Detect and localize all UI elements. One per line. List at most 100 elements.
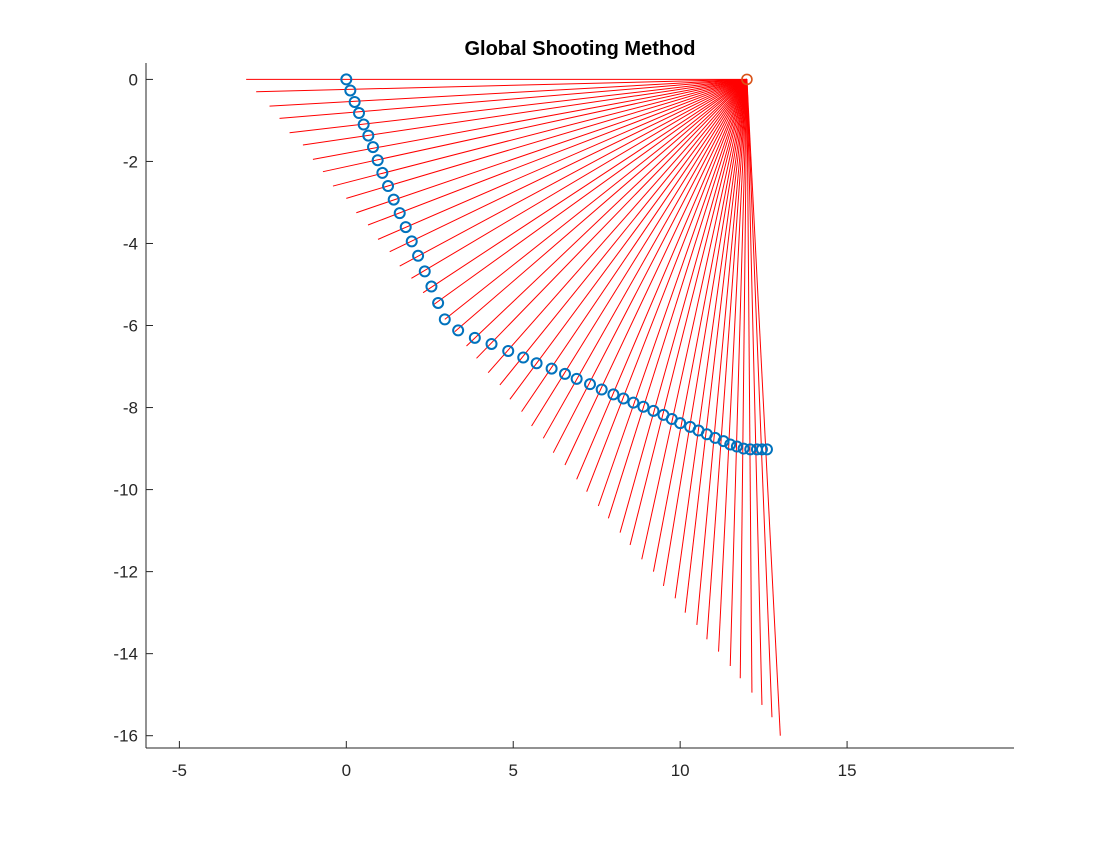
data-point xyxy=(647,404,660,417)
data-point xyxy=(502,344,515,357)
shooting-ray xyxy=(346,78,748,199)
axes-layer: -5 0 5 10 15 0 -2 -4 -6 -8 -10 -12 -14 -16 xyxy=(113,63,1014,780)
data-point xyxy=(744,443,757,456)
data-point xyxy=(717,435,730,448)
data-point xyxy=(393,207,406,220)
points-layer xyxy=(340,73,773,456)
data-point xyxy=(399,221,412,234)
shooting-ray xyxy=(684,79,748,613)
data-point xyxy=(432,296,445,309)
y-tick-label: -6 xyxy=(123,317,138,336)
shooting-ray xyxy=(641,79,748,560)
shooting-ray xyxy=(389,78,748,253)
data-point xyxy=(584,378,597,391)
x-tick-label: 0 xyxy=(342,761,351,780)
y-tick-label: -4 xyxy=(123,234,138,253)
data-point xyxy=(724,438,737,451)
shooting-ray xyxy=(531,79,748,427)
data-point xyxy=(517,351,530,364)
target-point xyxy=(741,73,753,86)
y-tick-label: -10 xyxy=(113,481,138,500)
x-tick-label: -5 xyxy=(172,761,187,780)
shooting-ray xyxy=(586,79,748,492)
shooting-ray xyxy=(729,79,748,666)
data-point xyxy=(357,118,370,131)
y-tick-label: -12 xyxy=(113,563,138,582)
shooting-ray xyxy=(746,79,781,736)
shooting-ray xyxy=(256,78,747,93)
shooting-ray xyxy=(367,78,748,226)
shooting-ray xyxy=(312,78,748,160)
shooting-ray xyxy=(597,79,748,507)
shooting-ray xyxy=(619,79,748,533)
data-point xyxy=(352,107,365,120)
data-point xyxy=(412,249,425,262)
shooting-ray xyxy=(499,79,748,386)
shooting-ray xyxy=(289,78,747,134)
shooting-ray xyxy=(629,79,748,546)
data-point xyxy=(367,141,380,154)
x-tick-label: 5 xyxy=(508,761,517,780)
data-point xyxy=(558,367,571,380)
shooting-ray xyxy=(332,78,748,187)
shooting-ray xyxy=(739,79,748,679)
data-point xyxy=(530,357,543,370)
shooting-ray xyxy=(607,79,748,519)
shooting-ray xyxy=(746,79,763,705)
data-point xyxy=(674,417,687,430)
shooting-ray xyxy=(706,79,748,640)
y-tick-label: -14 xyxy=(113,645,138,664)
data-point xyxy=(570,372,583,385)
rays-layer xyxy=(246,78,781,736)
data-point xyxy=(607,388,620,401)
shooting-ray xyxy=(696,79,748,625)
shooting-ray xyxy=(662,79,748,587)
shooting-ray xyxy=(377,78,748,240)
shooting-ray xyxy=(399,78,748,267)
shooting-ray xyxy=(746,79,753,693)
y-tick-label: -16 xyxy=(113,727,138,746)
data-point xyxy=(405,235,418,248)
data-point xyxy=(627,396,640,409)
shooting-ray xyxy=(432,79,748,306)
data-point xyxy=(617,392,630,405)
data-point xyxy=(344,84,357,97)
data-point xyxy=(418,265,431,278)
shooting-ray xyxy=(718,79,748,652)
shooting-ray xyxy=(422,78,748,294)
shooting-ray xyxy=(542,79,748,439)
shooting-ray xyxy=(674,79,748,599)
data-point xyxy=(485,337,498,350)
shooting-ray xyxy=(454,79,748,333)
shooting-ray xyxy=(302,78,747,146)
shooting-ray xyxy=(552,79,748,453)
data-point xyxy=(760,443,773,456)
y-tick-label: -8 xyxy=(123,399,138,418)
data-point xyxy=(382,180,395,193)
shooting-ray xyxy=(576,79,748,480)
shooting-ray xyxy=(521,79,748,412)
data-point xyxy=(348,95,361,108)
y-tick-label: -2 xyxy=(123,152,138,171)
data-point xyxy=(637,400,650,413)
x-tick-label: 15 xyxy=(838,761,857,780)
shooting-ray xyxy=(444,79,748,320)
shooting-ray xyxy=(487,79,748,374)
data-point xyxy=(362,129,375,142)
shooting-ray xyxy=(509,79,748,400)
data-point xyxy=(340,73,353,86)
data-point xyxy=(755,443,768,456)
data-point xyxy=(387,193,400,206)
data-point xyxy=(425,280,438,293)
shooting-ray xyxy=(466,79,748,347)
shooting-ray xyxy=(564,79,748,466)
shooting-ray xyxy=(322,78,748,173)
y-tick-label: 0 xyxy=(129,70,138,89)
data-point xyxy=(595,383,608,396)
target-layer xyxy=(741,73,753,86)
shooting-ray xyxy=(476,79,748,359)
data-point xyxy=(371,154,384,167)
shooting-ray xyxy=(746,79,773,718)
